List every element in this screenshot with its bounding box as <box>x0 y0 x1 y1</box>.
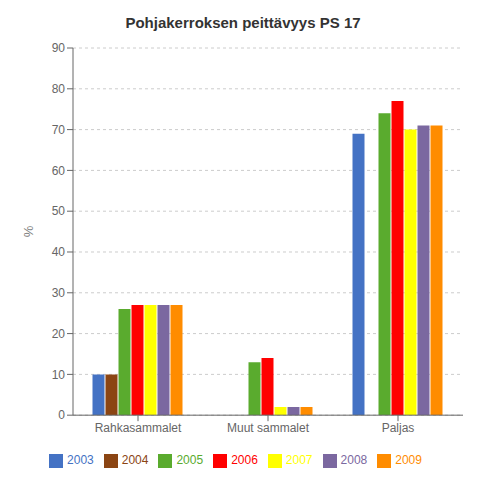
svg-text:Rahkasammalet: Rahkasammalet <box>95 421 182 435</box>
svg-text:%: % <box>21 225 36 237</box>
html-text:2007: 2007 <box>285 453 313 468</box>
html-text:2004: 2004 <box>121 453 149 468</box>
svg-text:50: 50 <box>52 204 66 218</box>
svg-text:30: 30 <box>52 286 66 300</box>
html-text:2008: 2008 <box>340 453 368 468</box>
svg-text:10: 10 <box>52 368 66 382</box>
html-text:2005: 2005 <box>176 453 204 468</box>
svg-text:80: 80 <box>52 82 66 96</box>
svg-text:40: 40 <box>52 245 66 259</box>
svg-text:0: 0 <box>58 408 65 422</box>
svg-text:20: 20 <box>52 327 66 341</box>
svg-text:70: 70 <box>52 123 66 137</box>
svg-text:60: 60 <box>52 164 66 178</box>
html-text:2009: 2009 <box>395 453 422 468</box>
html-text:2003: 2003 <box>67 453 94 468</box>
svg-text:Muut sammalet: Muut sammalet <box>227 421 310 435</box>
html-text:Pohjakerroksen peittävyys PS 1: Pohjakerroksen peittävyys PS 17 <box>125 14 361 31</box>
html-text:2006: 2006 <box>231 453 258 468</box>
svg-text:Paljas: Paljas <box>382 421 415 435</box>
svg-text:90: 90 <box>52 41 66 55</box>
